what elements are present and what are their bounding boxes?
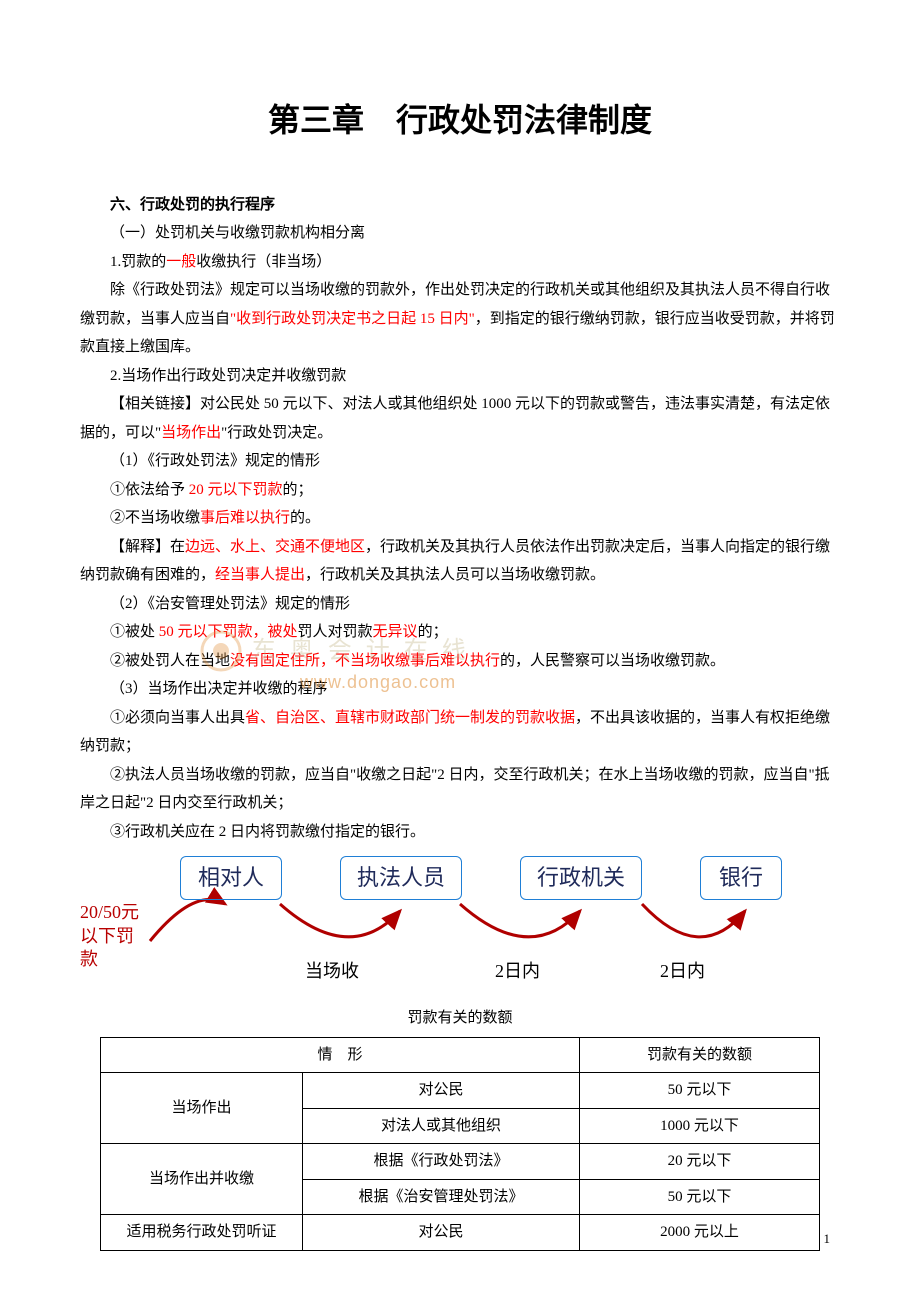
para-14: ①必须向当事人出具省、自治区、直辖市财政部门统一制发的罚款收据，不出具该收据的，… <box>80 704 840 761</box>
p9a: 【解释】在 <box>110 539 185 555</box>
para-9: 【解释】在边远、水上、交通不便地区，行政机关及其执行人员依法作出罚款决定后，当事… <box>80 533 840 590</box>
para-15: ②执法人员当场收缴的罚款，应当自"收缴之日起"2 日内，交至行政机关；在水上当场… <box>80 761 840 818</box>
para-12: ②被处罚人在当地没有固定住所，不当场收缴事后难以执行的，人民警察可以当场收缴罚款… <box>80 647 840 676</box>
flowchart-node: 银行 <box>700 856 782 900</box>
td-amount: 50 元以下 <box>579 1179 819 1215</box>
td-sub: 根据《行政处罚法》 <box>303 1144 580 1180</box>
table-title: 罚款有关的数额 <box>80 1004 840 1033</box>
td-sub: 根据《治安管理处罚法》 <box>303 1179 580 1215</box>
para-1: （一）处罚机关与收缴罚款机构相分离 <box>80 219 840 248</box>
p7a: ①依法给予 <box>110 482 189 498</box>
td-situation: 当场作出 <box>101 1073 303 1144</box>
flowchart-node: 相对人 <box>180 856 282 900</box>
amount-table: 情 形 罚款有关的数额 当场作出对公民50 元以下对法人或其他组织1000 元以… <box>100 1037 820 1251</box>
para-3: 除《行政处罚法》规定可以当场收缴的罚款外，作出处罚决定的行政机关或其他组织及其执… <box>80 276 840 362</box>
table-header-row: 情 形 罚款有关的数额 <box>101 1037 820 1073</box>
td-sub: 对公民 <box>303 1215 580 1251</box>
p12d: 的，人民警察可以当场收缴罚款。 <box>500 653 725 669</box>
para-7: ①依法给予 20 元以下罚款的； <box>80 476 840 505</box>
td-amount: 2000 元以上 <box>579 1215 819 1251</box>
p9d: 经当事人提出 <box>215 567 305 583</box>
td-sub: 对公民 <box>303 1073 580 1109</box>
p12c: 事后难以执行 <box>410 653 500 669</box>
flowchart-node: 行政机关 <box>520 856 642 900</box>
td-amount: 1000 元以下 <box>579 1108 819 1144</box>
para-8: ②不当场收缴事后难以执行的。 <box>80 504 840 533</box>
p2a: 1.罚款的 <box>110 254 166 270</box>
para-6: （1）《行政处罚法》规定的情形 <box>80 447 840 476</box>
p2c: 收缴执行（非当场） <box>196 254 331 270</box>
table-row: 当场作出并收缴根据《行政处罚法》20 元以下 <box>101 1144 820 1180</box>
table-row: 适用税务行政处罚听证对公民2000 元以上 <box>101 1215 820 1251</box>
p5c: "行政处罚决定。 <box>221 425 332 441</box>
p9b: 边远、水上、交通不便地区 <box>185 539 365 555</box>
flowchart-node: 执法人员 <box>340 856 462 900</box>
para-16: ③行政机关应在 2 日内将罚款缴付指定的银行。 <box>80 818 840 847</box>
p12b: 没有固定住所，不当场收缴 <box>230 653 410 669</box>
para-13: （3）当场作出决定并收缴的程序 <box>80 675 840 704</box>
td-amount: 20 元以下 <box>579 1144 819 1180</box>
para-4: 2.当场作出行政处罚决定并收缴罚款 <box>80 362 840 391</box>
p8b: 事后难以执行 <box>200 510 290 526</box>
p11d: 无异议 <box>373 624 418 640</box>
chapter-title: 第三章 行政处罚法律制度 <box>80 90 840 151</box>
p12a: ②被处罚人在当地 <box>110 653 230 669</box>
flowchart-arrow-label: 2日内 <box>660 954 705 988</box>
td-situation: 当场作出并收缴 <box>101 1144 303 1215</box>
p5b: 当场作出 <box>161 425 221 441</box>
p2b: 一般 <box>166 254 196 270</box>
p11c: 罚人对罚款 <box>298 624 373 640</box>
table-body: 当场作出对公民50 元以下对法人或其他组织1000 元以下当场作出并收缴根据《行… <box>101 1073 820 1251</box>
flowchart-side-label: 20/50元以下罚款 <box>80 901 139 971</box>
p8c: 的。 <box>290 510 320 526</box>
para-11: ①被处 50 元以下罚款，被处罚人对罚款无异议的； <box>80 618 840 647</box>
th-amount: 罚款有关的数额 <box>579 1037 819 1073</box>
p8a: ②不当场收缴 <box>110 510 200 526</box>
flowchart-arrow-label: 2日内 <box>495 954 540 988</box>
p11a: ①被处 <box>110 624 159 640</box>
td-sub: 对法人或其他组织 <box>303 1108 580 1144</box>
section-heading: 六、行政处罚的执行程序 <box>80 191 840 220</box>
table-row: 当场作出对公民50 元以下 <box>101 1073 820 1109</box>
page: 第三章 行政处罚法律制度 六、行政处罚的执行程序 （一）处罚机关与收缴罚款机构相… <box>0 0 920 1302</box>
para-2: 1.罚款的一般收缴执行（非当场） <box>80 248 840 277</box>
para-5: 【相关链接】对公民处 50 元以下、对法人或其他组织处 1000 元以下的罚款或… <box>80 390 840 447</box>
page-number: 1 <box>824 1227 831 1252</box>
td-situation: 适用税务行政处罚听证 <box>101 1215 303 1251</box>
flowchart-arrow-label: 当场收 <box>305 954 359 988</box>
p11e: 的； <box>418 624 448 640</box>
p14b: 省、自治区、直辖市财政部门统一制发的罚款收据 <box>245 710 575 726</box>
th-situation: 情 形 <box>101 1037 580 1073</box>
flowchart: 相对人 执法人员 行政机关 银行 20/50元以下罚款 当场收 2日内 2日内 <box>80 856 840 986</box>
p7b: 20 元以下罚款 <box>189 482 283 498</box>
td-amount: 50 元以下 <box>579 1073 819 1109</box>
p7c: 的； <box>283 482 313 498</box>
p9e: ，行政机关及其执法人员可以当场收缴罚款。 <box>305 567 605 583</box>
p14a: ①必须向当事人出具 <box>110 710 245 726</box>
para-10: （2）《治安管理处罚法》规定的情形 <box>80 590 840 619</box>
p11b: 50 元以下罚款，被处 <box>159 624 298 640</box>
p3b: "收到行政处罚决定书之日起 15 日内" <box>230 311 475 327</box>
